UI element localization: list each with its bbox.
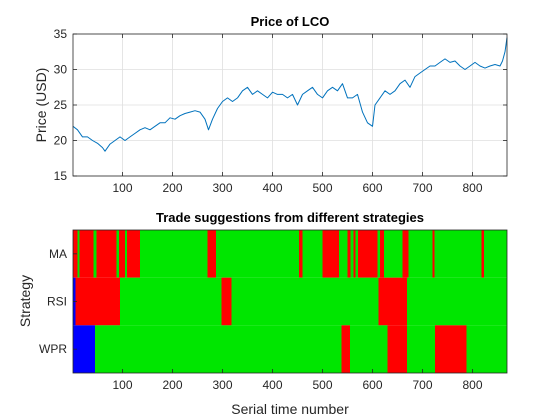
heatmap-cell-ma-buy xyxy=(216,230,299,278)
heatmap-cell-ma-buy xyxy=(350,230,354,278)
price-x-tick-label: 600 xyxy=(362,181,382,195)
price-x-tick-label: 500 xyxy=(312,181,332,195)
heatmap-cell-ma-sell xyxy=(127,230,140,278)
heatmap-cell-ma-sell xyxy=(481,230,484,278)
heatmap-cell-wpr-sell xyxy=(435,325,467,373)
heatmap-cell-rsi-buy xyxy=(231,277,379,326)
strategy-y-tick-label: RSI xyxy=(47,295,67,309)
heatmap-cell-ma-buy xyxy=(434,230,482,278)
price-chart-title: Price of LCO xyxy=(251,14,330,29)
heatmap-cell-rsi-sell xyxy=(221,277,232,326)
heatmap-cell-ma-buy xyxy=(93,230,97,278)
price-x-ticks: 100 200 300 400 500 600 700 800 xyxy=(112,34,483,195)
heatmap-cell-rsi-sell xyxy=(378,277,407,326)
price-series-line xyxy=(72,37,508,152)
strategy-x-tick-label: 500 xyxy=(312,378,332,392)
strategy-chart-title: Trade suggestions from different strateg… xyxy=(156,210,424,225)
strategy-x-tick-label: 200 xyxy=(162,378,182,392)
strategy-x-tick-label: 600 xyxy=(362,378,382,392)
price-y-tick-label: 15 xyxy=(54,169,68,183)
heatmap-cell-rsi-sell xyxy=(75,277,120,326)
price-y-tick-label: 20 xyxy=(54,134,68,148)
heatmap-cell-ma-sell xyxy=(207,230,216,278)
price-chart: 100 200 300 400 500 600 700 800 15 20 25 30 35 Pric… xyxy=(33,14,508,195)
heatmap-cell-ma-sell xyxy=(79,230,94,278)
heatmap-cell-ma-sell xyxy=(322,230,339,278)
price-x-tick-label: 400 xyxy=(262,181,282,195)
heatmap-cell-ma-buy xyxy=(302,230,323,278)
heatmap-cell-wpr-buy xyxy=(407,325,435,373)
heatmap-cell-ma-sell xyxy=(380,230,384,278)
heatmap-cell-ma-buy xyxy=(77,230,80,278)
price-y-tick-label: 25 xyxy=(54,98,68,112)
heatmap-cell-wpr-sell xyxy=(341,325,350,373)
heatmap-cell-ma-buy xyxy=(140,230,208,278)
heatmap-cell-ma-buy xyxy=(384,230,403,278)
strategy-y-tick-label: MA xyxy=(49,247,67,261)
price-x-tick-label: 700 xyxy=(412,181,432,195)
heatmap-cell-rsi-buy xyxy=(407,277,507,326)
heatmap-cell-ma-buy xyxy=(116,230,119,278)
strategy-x-ticks: 100 200 300 400 500 600 700 800 xyxy=(112,369,483,392)
heatmap-cell-wpr-buy xyxy=(466,325,507,373)
heatmap-cell-wpr-sell xyxy=(387,325,407,373)
heatmap-cell-ma-sell xyxy=(119,230,125,278)
heatmap-cell-wpr-none xyxy=(73,325,95,373)
heatmap-cell-wpr-buy xyxy=(95,325,342,373)
strategy-x-tick-label: 800 xyxy=(462,378,482,392)
heatmap-cell-ma-sell xyxy=(347,230,351,278)
price-y-ticks: 15 20 25 30 35 xyxy=(54,27,507,183)
price-x-tick-label: 800 xyxy=(462,181,482,195)
price-x-tick-label: 300 xyxy=(212,181,232,195)
strategy-y-axis-label: Strategy xyxy=(17,275,33,327)
price-y-tick-label: 35 xyxy=(54,27,68,41)
heatmap-cell-ma-buy xyxy=(377,230,380,278)
strategy-x-tick-label: 700 xyxy=(412,378,432,392)
price-y-tick-label: 30 xyxy=(54,63,68,77)
strategy-x-tick-label: 300 xyxy=(212,378,232,392)
strategy-y-ticks: MA RSI WPR xyxy=(39,247,77,356)
heatmap-cell-ma-buy xyxy=(408,230,433,278)
heatmap-cell-rsi-buy xyxy=(120,277,222,326)
strategy-x-tick-label: 400 xyxy=(262,378,282,392)
heatmap-cell-ma-sell xyxy=(299,230,303,278)
heatmap-cell-wpr-buy xyxy=(350,325,388,373)
heatmap-cell-ma-sell xyxy=(353,230,356,278)
price-y-axis-label: Price (USD) xyxy=(33,68,49,143)
price-x-tick-label: 200 xyxy=(162,181,182,195)
heatmap-cell-ma-sell xyxy=(432,230,435,278)
strategy-chart: 100 200 300 400 500 600 700 800 MA RSI WPR Trade … xyxy=(17,210,508,417)
heatmap-cell-ma-sell xyxy=(96,230,117,278)
heatmap-cell-ma-buy xyxy=(125,230,127,278)
heatmap-cell-ma-sell xyxy=(358,230,378,278)
heatmap-cell-ma-buy xyxy=(484,230,507,278)
heatmap-cell-ma-sell xyxy=(402,230,409,278)
strategy-heatmap xyxy=(73,230,507,373)
strategy-y-tick-label: WPR xyxy=(39,342,67,356)
heatmap-cell-ma-buy xyxy=(339,230,348,278)
heatmap-cell-ma-buy xyxy=(355,230,358,278)
strategy-x-axis-label: Serial time number xyxy=(231,401,349,417)
price-x-tick-label: 100 xyxy=(112,181,132,195)
strategy-x-tick-label: 100 xyxy=(112,378,132,392)
